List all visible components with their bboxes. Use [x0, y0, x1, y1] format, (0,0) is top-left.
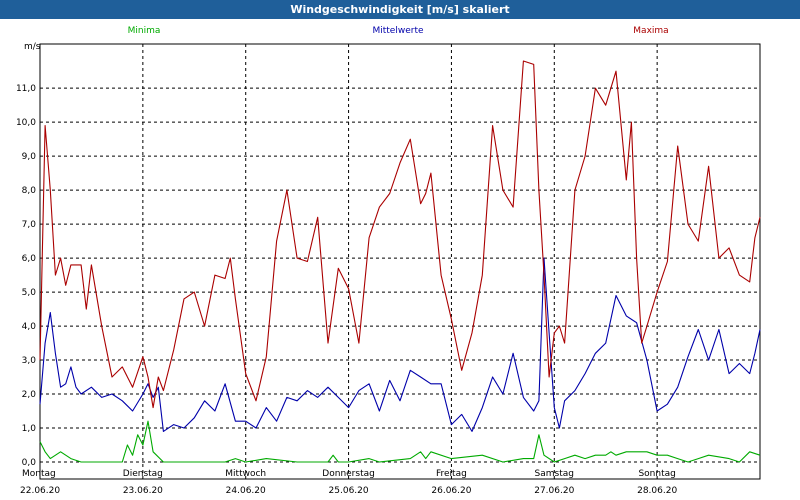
x-tick-date: 27.06.20 — [534, 486, 574, 496]
mittelwerte-line — [39, 257, 761, 432]
maxima-line — [39, 60, 761, 409]
y-tick-label: 7,0 — [22, 220, 37, 230]
x-tick-date: 24.06.20 — [226, 486, 266, 496]
x-tick-weekday: Donnerstag — [322, 469, 375, 479]
x-tick-date: 26.06.20 — [431, 486, 471, 496]
legend-maxima: Maxima — [633, 26, 668, 36]
x-tick-weekday: Montag — [22, 469, 56, 479]
y-tick-label: 3,0 — [22, 356, 37, 366]
window-title: Windgeschwindigkeit [m/s] skaliert — [290, 3, 510, 16]
x-tick-weekday: Freitag — [436, 469, 467, 479]
x-tick-date: 25.06.20 — [329, 486, 369, 496]
x-tick-weekday: Samstag — [535, 469, 574, 479]
y-tick-label: 4,0 — [22, 322, 37, 332]
y-tick-label: 1,0 — [22, 424, 37, 434]
y-tick-label: 5,0 — [22, 288, 37, 298]
legend-minima: Minima — [128, 26, 161, 36]
y-tick-label: 2,0 — [22, 390, 37, 400]
x-axis-ticks: Montag 22.06.20 Dienstag 23.06.20 Mittwoch 24… — [20, 469, 677, 496]
y-tick-label: 6,0 — [22, 254, 37, 264]
legend-mittelwerte: Mittelwerte — [372, 26, 423, 36]
y-tick-label: 9,0 — [22, 152, 37, 162]
series-layer — [39, 60, 761, 463]
chart-grid — [40, 44, 760, 479]
window-title-bar: Windgeschwindigkeit [m/s] skaliert — [0, 0, 800, 19]
x-tick-weekday: Mittwoch — [225, 469, 266, 479]
y-tick-label: 0,0 — [22, 458, 37, 468]
x-tick-weekday: Sonntag — [638, 469, 675, 479]
y-tick-label: 8,0 — [22, 186, 37, 196]
x-tick-date: 28.06.20 — [637, 486, 677, 496]
x-tick-weekday: Dienstag — [123, 469, 163, 479]
minima-line — [39, 420, 761, 463]
x-tick-date: 23.06.20 — [123, 486, 163, 496]
y-tick-label: 10,0 — [16, 118, 36, 128]
wind-speed-chart: 0,0 1,0 2,0 3,0 4,0 5,0 6,0 7,0 8,0 9,0 10,0 11,0 M… — [16, 26, 761, 496]
y-axis-ticks: 0,0 1,0 2,0 3,0 4,0 5,0 6,0 7,0 8,0 9,0 10,0 11,0 — [16, 84, 36, 468]
y-tick-label: 11,0 — [16, 84, 36, 94]
plot-frame — [39, 43, 761, 480]
x-tick-date: 22.06.20 — [20, 486, 60, 496]
y-axis-label: m/s — [24, 42, 41, 52]
